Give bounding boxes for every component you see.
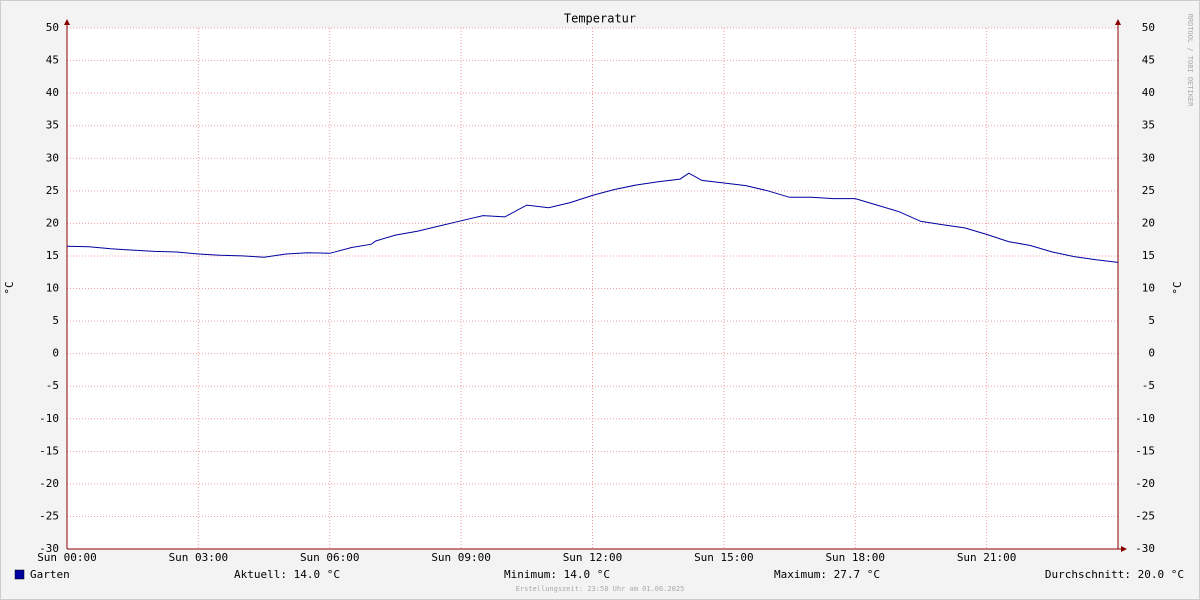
legend-stat: Minimum: 14.0 °C bbox=[504, 568, 610, 581]
legend-label: Garten bbox=[30, 568, 70, 581]
y-tick-label: 5 bbox=[52, 314, 59, 327]
y2-tick-label: -25 bbox=[1135, 509, 1155, 522]
legend-swatch bbox=[14, 569, 25, 580]
y-tick-label: 0 bbox=[52, 347, 59, 360]
legend-stat: Maximum: 27.7 °C bbox=[774, 568, 880, 581]
y2-tick-label: 50 bbox=[1142, 21, 1155, 34]
x-tick-label: Sun 09:00 bbox=[431, 551, 491, 564]
x-tick-label: Sun 00:00 bbox=[37, 551, 97, 564]
data-line bbox=[66, 172, 1119, 263]
y-axis-label: °C bbox=[3, 281, 16, 294]
legend-stat: Aktuell: 14.0 °C bbox=[234, 568, 340, 581]
y-tick-label: -20 bbox=[39, 477, 59, 490]
y2-tick-label: 15 bbox=[1142, 249, 1155, 262]
y-tick-label: 40 bbox=[46, 86, 59, 99]
y2-tick-label: 10 bbox=[1142, 282, 1155, 295]
y2-tick-label: -30 bbox=[1135, 542, 1155, 555]
legend-stat: Durchschnitt: 20.0 °C bbox=[1045, 568, 1184, 581]
x-tick-label: Sun 06:00 bbox=[300, 551, 360, 564]
y2-tick-label: 5 bbox=[1148, 314, 1155, 327]
y-tick-label: 15 bbox=[46, 249, 59, 262]
y2-tick-label: -10 bbox=[1135, 412, 1155, 425]
y2-axis-label: °C bbox=[1171, 281, 1184, 294]
y-tick-label: 20 bbox=[46, 216, 59, 229]
y-tick-label: -25 bbox=[39, 509, 59, 522]
footer: Erstellungszeit: 23:58 Uhr am 01.06.2025 bbox=[516, 585, 685, 593]
y2-tick-label: 30 bbox=[1142, 151, 1155, 164]
y-tick-label: -30 bbox=[39, 542, 59, 555]
y-tick-label: 10 bbox=[46, 282, 59, 295]
y-tick-label: -5 bbox=[46, 379, 59, 392]
y-tick-label: 25 bbox=[46, 184, 59, 197]
axis-arrow bbox=[1121, 546, 1127, 552]
y-tick-label: -10 bbox=[39, 412, 59, 425]
y-tick-label: 30 bbox=[46, 151, 59, 164]
y2-tick-label: -5 bbox=[1142, 379, 1155, 392]
axis-arrow bbox=[1115, 19, 1121, 25]
y2-tick-label: 20 bbox=[1142, 216, 1155, 229]
y2-tick-label: 25 bbox=[1142, 184, 1155, 197]
x-tick-label: Sun 03:00 bbox=[169, 551, 229, 564]
y2-tick-label: 45 bbox=[1142, 54, 1155, 67]
x-tick-label: Sun 12:00 bbox=[563, 551, 623, 564]
y2-tick-label: 0 bbox=[1148, 347, 1155, 360]
chart-title: Temperatur bbox=[564, 12, 636, 26]
y2-tick-label: -20 bbox=[1135, 477, 1155, 490]
y2-tick-label: 35 bbox=[1142, 119, 1155, 132]
x-tick-label: Sun 18:00 bbox=[825, 551, 885, 564]
y-tick-label: 45 bbox=[46, 54, 59, 67]
y-tick-label: -15 bbox=[39, 444, 59, 457]
watermark: RRDTOOL / TOBI OETIKER bbox=[1186, 14, 1194, 108]
axis-arrow bbox=[64, 19, 70, 25]
y2-tick-label: -15 bbox=[1135, 444, 1155, 457]
y-tick-label: 50 bbox=[46, 21, 59, 34]
y-tick-label: 35 bbox=[46, 119, 59, 132]
x-tick-label: Sun 21:00 bbox=[957, 551, 1017, 564]
x-tick-label: Sun 15:00 bbox=[694, 551, 754, 564]
y2-tick-label: 40 bbox=[1142, 86, 1155, 99]
